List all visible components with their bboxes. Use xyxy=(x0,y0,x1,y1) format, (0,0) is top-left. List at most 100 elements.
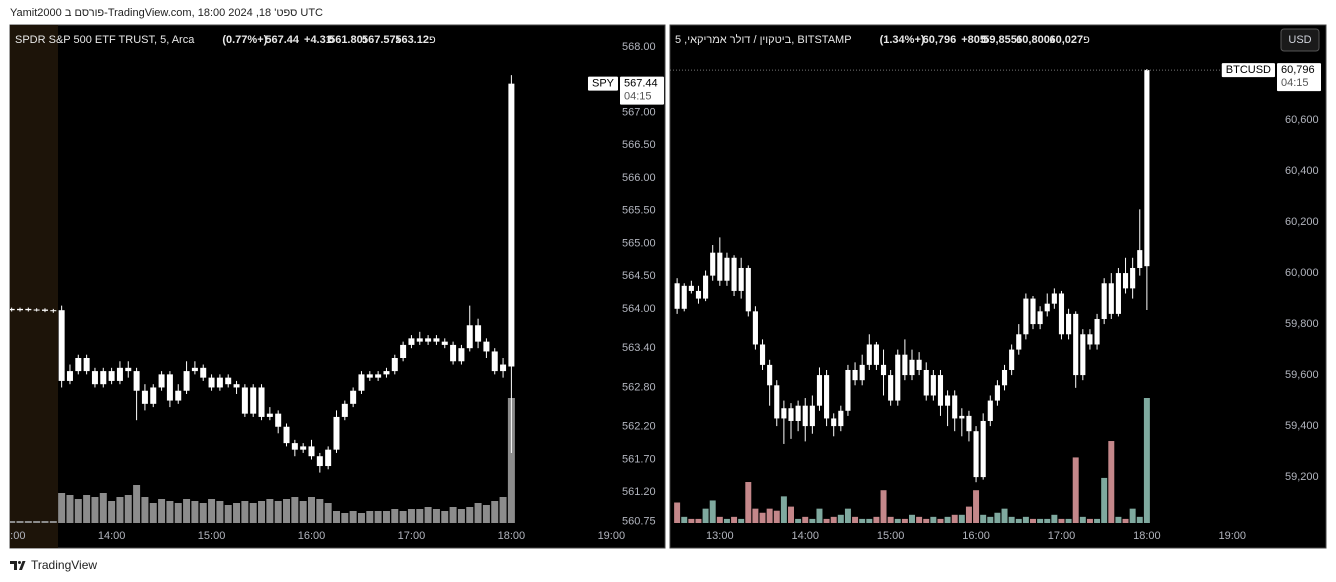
x-tick-label: 14:00 xyxy=(791,530,819,542)
volume-bar xyxy=(1086,518,1093,523)
candle-body xyxy=(250,387,257,414)
candle-body xyxy=(1094,318,1100,345)
candle-body xyxy=(333,416,340,450)
candle-body xyxy=(1130,267,1136,289)
plot-area xyxy=(10,75,515,523)
currency-button[interactable]: USD xyxy=(1280,28,1320,52)
candle-body xyxy=(475,325,482,342)
candle-body xyxy=(358,374,365,391)
button-label[interactable]: USD xyxy=(1288,34,1311,46)
volume-bar xyxy=(873,516,880,523)
volume-bar xyxy=(74,499,82,523)
candle-body xyxy=(1009,349,1015,370)
candle-body xyxy=(774,385,780,419)
y-tick-label: 566.50 xyxy=(622,139,656,151)
x-tick-label: 15:00 xyxy=(877,530,905,542)
volume-bar xyxy=(1094,518,1101,523)
candle-body xyxy=(191,367,198,372)
candle-body xyxy=(873,344,879,365)
volume-bar xyxy=(33,521,41,523)
volume-bar xyxy=(909,514,915,523)
candle-body xyxy=(759,344,766,365)
volume-bar xyxy=(91,497,99,523)
volume-bar xyxy=(681,516,688,523)
plot-area xyxy=(674,69,1150,523)
ohlc-label: ג xyxy=(1050,34,1055,46)
candle-body xyxy=(752,311,758,345)
candle-body xyxy=(994,385,1000,401)
candle-body xyxy=(300,446,307,450)
candle-body xyxy=(183,371,190,391)
candle-body xyxy=(1051,293,1057,304)
volume-bar xyxy=(83,495,91,523)
candle-body xyxy=(341,403,348,417)
volume-bar xyxy=(1051,514,1058,523)
candle-body xyxy=(688,285,694,291)
candle-body xyxy=(923,369,929,396)
volume-bar xyxy=(266,499,274,523)
y-tick-label: 563.40 xyxy=(622,342,656,354)
volume-bar xyxy=(116,497,124,523)
candle-body xyxy=(91,371,98,385)
volume-bar xyxy=(291,497,299,523)
chart-title: ביטקוין / דולר אמריקאי, 5, BITSTAMP xyxy=(675,33,852,46)
volume-bar xyxy=(958,514,965,523)
volume-bar xyxy=(880,490,887,523)
candle-body xyxy=(400,344,407,358)
candle-body xyxy=(795,405,801,421)
candle-body xyxy=(802,405,808,427)
ohlc-label: ג xyxy=(396,34,401,46)
volume-bar xyxy=(816,508,823,523)
volume-bar xyxy=(416,509,424,523)
ohlc-label: ס xyxy=(981,34,988,46)
header: Yamit2000 פורסם ב-TradingView.com, ספט' … xyxy=(10,7,323,19)
volume-bar xyxy=(1122,518,1129,523)
ohlc-value: 59,855 xyxy=(983,34,1017,46)
candle-body xyxy=(50,310,57,312)
x-tick-label: 18:00 xyxy=(498,530,526,542)
volume-bar xyxy=(1079,516,1086,523)
candle-body xyxy=(703,275,709,299)
volume-bar xyxy=(1115,516,1122,523)
volume-bar xyxy=(224,505,232,523)
y-tick-label: 60,200 xyxy=(1285,216,1319,228)
volume-bar xyxy=(149,503,157,523)
volume-bar xyxy=(859,518,866,523)
y-tick-label: 562.80 xyxy=(622,381,656,393)
volume-bar xyxy=(773,510,780,523)
volume-bar xyxy=(830,516,837,523)
volume-bar xyxy=(965,506,972,523)
volume-bar xyxy=(474,503,482,523)
candle-body xyxy=(1144,70,1150,267)
volume-bar xyxy=(24,521,32,523)
candle-body xyxy=(738,267,744,291)
candle-body xyxy=(108,371,115,381)
candle-body xyxy=(208,377,215,388)
candle-body xyxy=(717,252,723,281)
volume-bar xyxy=(466,507,474,523)
volume-bar xyxy=(174,503,182,523)
x-tick-label: 15:00 xyxy=(198,530,226,542)
volume-bar xyxy=(788,506,794,523)
chart-title: SPDR S&P 500 ETF TRUST, 5, Arca xyxy=(15,34,195,46)
volume-bar xyxy=(108,501,116,523)
button-frame[interactable] xyxy=(1280,28,1320,52)
session-shade xyxy=(10,25,58,548)
candle-body xyxy=(1115,273,1121,314)
candle-body xyxy=(325,449,332,467)
volume-bar xyxy=(752,508,759,523)
candle-body xyxy=(980,420,986,478)
candle-body xyxy=(824,375,830,419)
candle-body xyxy=(724,257,730,281)
candle-body xyxy=(1001,369,1008,386)
volume-bar xyxy=(499,497,507,523)
symbol-box xyxy=(1221,63,1275,78)
candle-body xyxy=(483,341,490,352)
candle-body xyxy=(895,354,901,401)
candle-body xyxy=(852,369,858,381)
volume-bar xyxy=(916,516,923,523)
candle-body xyxy=(902,354,908,376)
candle-body xyxy=(175,390,182,401)
volume-bar xyxy=(1129,508,1136,523)
logo-dot xyxy=(18,561,21,564)
